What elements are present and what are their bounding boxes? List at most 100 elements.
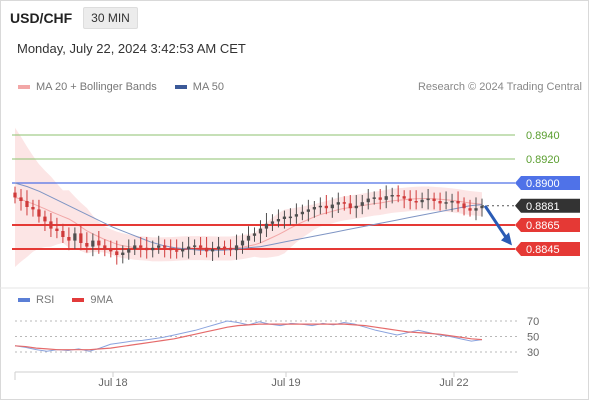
candle-body [450, 201, 454, 203]
x-tick-label: Jul 18 [98, 377, 127, 389]
legend-label-9ma: 9MA [90, 294, 113, 306]
rsi-level-label-50: 50 [527, 332, 539, 344]
candle-body [366, 198, 370, 203]
level-badge-0.8865 [515, 218, 580, 232]
candle-body [109, 249, 113, 252]
legend-label-rsi: RSI [36, 294, 55, 306]
candle-body [372, 197, 376, 199]
level-badge-0.8845 [515, 242, 580, 256]
candle-body [37, 209, 41, 217]
candle-body [61, 231, 65, 237]
currency-pair-title: USD/CHF [10, 10, 73, 26]
candle-body [210, 249, 215, 252]
timestamp: Monday, July 22, 2024 3:42:53 AM CET [17, 41, 246, 56]
forecast-arrow-head [501, 232, 512, 246]
price-legend: MA 20 + Bollinger Bands MA 50 [18, 81, 242, 93]
forecast-arrow-shaft [483, 204, 510, 242]
level-label-0.8940: 0.8940 [526, 130, 560, 142]
candle-body [49, 221, 53, 229]
candle-body [204, 247, 209, 252]
candle-body [378, 197, 382, 200]
candle-body [163, 245, 167, 248]
timeframe-button[interactable]: 30 MIN [83, 7, 138, 29]
candle-body [282, 216, 287, 219]
candle-body [151, 247, 155, 251]
candle-body [25, 201, 29, 207]
candle-body [121, 252, 125, 255]
legend-item-9ma[interactable]: 9MA [72, 294, 113, 306]
candle-body [444, 202, 448, 204]
candle-body [246, 235, 251, 241]
candle-body [91, 240, 95, 247]
level-badge-text-0.8900: 0.8900 [526, 178, 560, 190]
candle-body [474, 208, 478, 211]
candle-body [408, 198, 412, 201]
ma9-swatch-icon [72, 298, 85, 302]
x-tick-label: Jul 19 [271, 377, 300, 389]
level-label-0.8920: 0.8920 [526, 154, 560, 166]
candle-body [55, 228, 59, 231]
candle-body [336, 202, 340, 205]
candle-body [169, 247, 173, 251]
candle-body [354, 205, 358, 209]
candle-body [240, 240, 245, 246]
candle-body [462, 203, 466, 209]
candle-body [216, 246, 221, 249]
legend-item-ma-bb[interactable]: MA 20 + Bollinger Bands [18, 81, 157, 93]
candle-body [157, 245, 161, 248]
copyright-notice: Research © 2024 Trading Central [417, 81, 582, 93]
candle-body [414, 201, 418, 203]
candle-body [67, 237, 71, 241]
candle-body [19, 197, 23, 201]
rsi-9ma-line [14, 323, 483, 351]
candle-body [396, 195, 400, 197]
candle-body [264, 223, 269, 229]
candle-body [181, 249, 185, 252]
legend-item-ma50[interactable]: MA 50 [174, 81, 224, 93]
ma50-swatch-icon [174, 85, 187, 89]
candle-body [390, 195, 394, 197]
candle-body [127, 249, 131, 253]
rsi-level-label-70: 70 [527, 316, 539, 328]
candle-body [438, 201, 442, 204]
level-badge-0.8881 [515, 198, 580, 213]
legend-item-rsi[interactable]: RSI [18, 294, 54, 306]
candle-body [73, 233, 77, 241]
candle-body [318, 205, 322, 208]
candle-body [13, 192, 17, 198]
x-tick-label: Jul 22 [439, 377, 468, 389]
candle-body [288, 216, 293, 219]
price-levels: 0.8940 0.8920 0.8900 0.8881 0.8865 0.8845 [12, 130, 580, 256]
candle-body [139, 245, 143, 248]
candle-body [330, 204, 334, 209]
candle-body [103, 245, 107, 249]
candles [13, 185, 484, 265]
candle-body [420, 199, 424, 203]
candle-body [187, 246, 191, 249]
candle-body [342, 202, 346, 204]
candle-body [43, 216, 47, 222]
level-badge-text-0.8845: 0.8845 [526, 244, 560, 256]
candle-body [198, 245, 203, 248]
candle-body [234, 245, 239, 251]
candle-body [402, 196, 406, 199]
candle-body [228, 247, 233, 251]
rsi-legend: RSI 9MA [18, 294, 113, 306]
candle-body [79, 233, 83, 243]
candle-body [192, 245, 197, 247]
ma-bb-swatch-icon [18, 85, 30, 89]
legend-label-ma50: MA 50 [192, 81, 224, 93]
legend-label-ma-bb: MA 20 + Bollinger Bands [36, 81, 157, 93]
level-badge-0.8900 [515, 176, 580, 190]
candle-body [97, 240, 101, 246]
candle-body [270, 221, 275, 224]
candle-body [252, 233, 257, 236]
candle-body [222, 246, 227, 249]
candle-body [31, 207, 35, 210]
candle-body [300, 211, 305, 215]
rsi-swatch-icon [18, 298, 30, 302]
candle-body [456, 201, 460, 204]
level-badge-text-0.8881: 0.8881 [526, 201, 560, 213]
